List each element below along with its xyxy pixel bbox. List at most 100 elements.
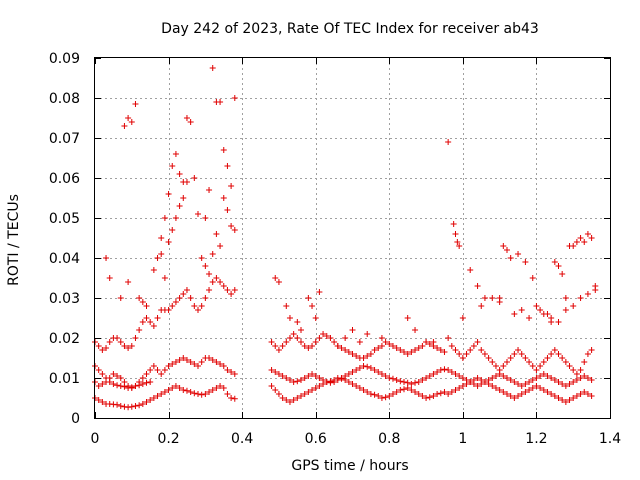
data-point xyxy=(474,283,481,289)
data-point xyxy=(356,339,363,345)
data-point xyxy=(143,399,150,405)
data-point xyxy=(169,227,176,233)
data-point xyxy=(286,399,293,405)
data-point xyxy=(183,179,190,185)
data-point xyxy=(367,351,374,357)
data-point xyxy=(548,351,555,357)
data-point xyxy=(570,367,577,373)
data-point xyxy=(360,363,367,369)
data-point xyxy=(500,363,507,369)
data-point xyxy=(562,383,569,389)
data-point xyxy=(301,391,308,397)
data-point xyxy=(169,163,176,169)
data-point xyxy=(537,363,544,369)
data-point xyxy=(367,391,374,397)
data-point xyxy=(139,375,146,381)
data-point xyxy=(298,327,304,333)
data-point xyxy=(526,379,533,385)
data-point xyxy=(150,323,157,329)
data-point xyxy=(470,377,477,383)
y-tick-label: 0.06 xyxy=(49,171,80,187)
data-point xyxy=(592,287,599,293)
data-point xyxy=(125,345,132,351)
data-point xyxy=(584,391,591,397)
data-point xyxy=(147,319,154,325)
data-point xyxy=(353,353,360,359)
data-point xyxy=(404,385,411,391)
data-point xyxy=(404,351,411,357)
data-point xyxy=(99,399,106,405)
data-point xyxy=(323,333,330,339)
data-point xyxy=(577,367,584,373)
data-point xyxy=(423,339,430,345)
data-point xyxy=(294,395,301,401)
data-point xyxy=(559,271,566,277)
data-point xyxy=(478,303,485,309)
data-point xyxy=(342,377,349,383)
data-point xyxy=(507,377,514,383)
data-point xyxy=(397,378,404,385)
data-point xyxy=(121,343,128,349)
data-point xyxy=(316,335,323,341)
data-point xyxy=(99,381,106,387)
data-point xyxy=(492,373,499,379)
data-point xyxy=(459,375,466,381)
data-point xyxy=(540,359,547,365)
data-point xyxy=(452,231,459,237)
data-point xyxy=(305,345,312,351)
data-point xyxy=(206,355,213,361)
data-point xyxy=(320,331,327,337)
chart-title: Day 242 of 2023, Rate Of TEC Index for r… xyxy=(161,21,539,37)
data-point xyxy=(176,171,183,177)
data-point xyxy=(213,385,220,391)
data-point xyxy=(103,345,110,351)
data-point xyxy=(206,187,213,193)
data-point xyxy=(217,383,224,389)
data-point xyxy=(437,367,444,373)
data-point xyxy=(456,243,463,249)
data-point xyxy=(507,255,514,261)
data-point xyxy=(459,315,466,321)
data-points xyxy=(92,65,599,411)
data-point xyxy=(209,279,216,285)
data-point xyxy=(286,315,293,321)
x-tick-label: 0.4 xyxy=(231,431,253,447)
data-point xyxy=(213,275,220,281)
data-point xyxy=(463,351,470,357)
data-point xyxy=(570,395,577,401)
data-point xyxy=(231,287,238,293)
data-point xyxy=(401,386,407,393)
data-point xyxy=(161,215,168,221)
data-point xyxy=(334,343,341,349)
data-point xyxy=(95,343,102,349)
data-point xyxy=(581,373,588,379)
data-point xyxy=(95,367,102,373)
data-point xyxy=(581,389,588,395)
data-point xyxy=(99,371,106,377)
data-point xyxy=(143,315,150,321)
data-point xyxy=(485,381,492,387)
data-point xyxy=(408,381,415,387)
data-point xyxy=(195,211,201,217)
data-point xyxy=(448,389,455,395)
data-point xyxy=(452,347,459,353)
data-point xyxy=(393,377,400,383)
data-point xyxy=(198,391,205,398)
data-point xyxy=(165,191,172,197)
data-point xyxy=(401,379,407,385)
data-point xyxy=(415,345,422,351)
data-point xyxy=(224,391,231,397)
data-point xyxy=(334,375,341,381)
data-point xyxy=(364,363,371,370)
data-point xyxy=(136,327,143,333)
data-point xyxy=(452,371,459,377)
y-tick-label: 0.01 xyxy=(49,371,80,387)
data-point xyxy=(125,279,132,285)
data-point xyxy=(378,335,385,341)
data-point xyxy=(426,394,433,401)
data-point xyxy=(198,303,205,309)
data-point xyxy=(555,351,562,357)
data-point xyxy=(301,375,308,381)
plot-frame xyxy=(94,57,611,419)
